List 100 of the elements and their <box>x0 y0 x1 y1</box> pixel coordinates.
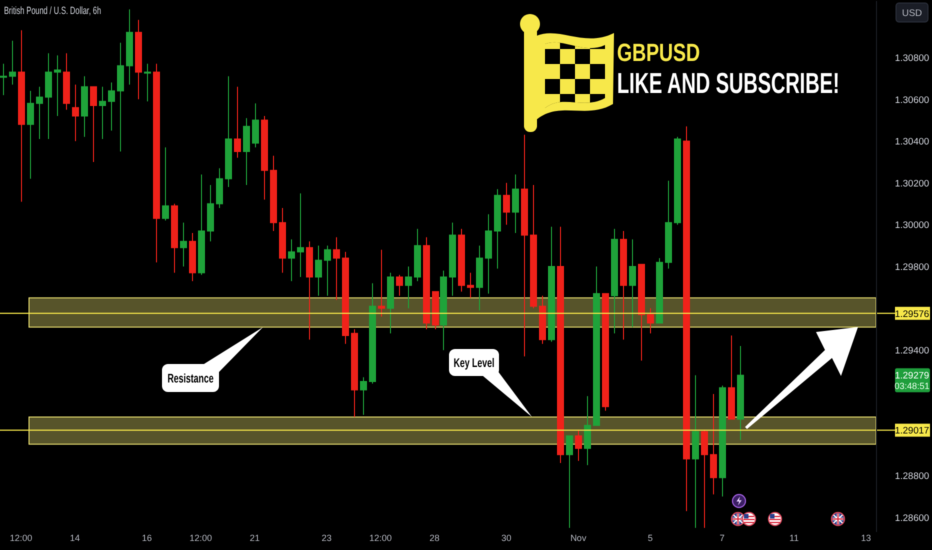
candlestick <box>548 226 555 342</box>
candlestick <box>270 155 277 232</box>
candlestick <box>288 238 295 282</box>
candlestick <box>81 76 88 138</box>
candlestick <box>306 240 313 340</box>
candlestick <box>458 228 465 292</box>
candlestick <box>297 192 304 278</box>
y-tick-label: 1.30400 <box>894 136 930 148</box>
candlestick <box>360 376 367 416</box>
candlestick <box>63 52 70 110</box>
ref-line-label: 1.29017 <box>894 426 930 437</box>
candlestick <box>476 245 483 311</box>
candlestick <box>719 385 726 497</box>
y-tick-label: 1.30600 <box>894 94 930 106</box>
candlestick <box>737 345 744 441</box>
candlestick <box>503 182 510 226</box>
candlestick <box>180 222 187 267</box>
ref-line-label: 1.29576 <box>894 308 930 320</box>
candlestick <box>728 334 735 420</box>
candlestick <box>108 82 115 132</box>
x-tick-label: 12:00 <box>190 533 212 543</box>
annotation: Resistance <box>167 372 214 386</box>
candlestick <box>243 118 250 186</box>
candlestick <box>333 236 340 300</box>
candlestick <box>126 8 133 86</box>
x-tick-label: 28 <box>429 533 440 543</box>
candlestick <box>342 251 349 344</box>
candlestick <box>45 52 52 140</box>
candlestick <box>396 274 403 296</box>
candlestick <box>279 207 286 274</box>
candlestick <box>135 19 142 100</box>
candlestick <box>656 258 663 324</box>
y-axis-title: USD <box>902 8 922 19</box>
candlestick <box>153 63 160 263</box>
candlestick <box>710 394 717 495</box>
candlestick <box>414 228 421 282</box>
candlestick <box>620 230 627 340</box>
candlestick <box>369 282 376 384</box>
candlestick <box>593 266 600 426</box>
candlestick <box>440 270 447 351</box>
text: GBPUSD <box>617 38 700 67</box>
y-tick-label: 1.30000 <box>894 220 930 232</box>
candlestick <box>629 238 636 328</box>
y-tick-label: 1.28800 <box>894 471 930 482</box>
candlestick <box>566 435 573 528</box>
y-tick-label: 1.30800 <box>894 52 930 64</box>
y-tick-label: 1.30200 <box>894 178 930 190</box>
candlestick <box>27 90 34 180</box>
y-tick-label: 1.28600 <box>894 512 930 524</box>
candlestick <box>530 184 537 309</box>
candlestick <box>234 86 241 158</box>
candlestick <box>207 184 214 242</box>
candlestick <box>9 40 16 86</box>
x-tick-label: Nov <box>570 533 587 543</box>
x-tick-label: 16 <box>142 533 152 543</box>
candlestick <box>557 226 564 464</box>
candlestick <box>351 328 358 418</box>
x-tick-label: 12:00 <box>10 533 32 543</box>
candlestick <box>405 266 412 309</box>
y-tick-label: 1.29400 <box>894 346 930 357</box>
candlestick <box>701 429 708 528</box>
candlestick <box>423 236 430 330</box>
x-tick-label: 30 <box>501 533 512 543</box>
x-tick-label: 23 <box>322 533 332 543</box>
x-tick-label: 7 <box>720 533 725 543</box>
candlestick <box>467 272 474 298</box>
y-tick-label: 1.29800 <box>894 262 930 273</box>
candlestick <box>117 42 124 152</box>
candlestick <box>72 84 79 142</box>
candlestick <box>683 126 690 512</box>
candlestick <box>144 63 151 102</box>
x-tick-label: 13 <box>860 533 872 543</box>
annotation: LIKE AND SUBSCRIBE! <box>617 67 840 100</box>
candlestick <box>674 136 681 226</box>
candlestick <box>584 396 591 466</box>
candlestick <box>638 264 645 362</box>
candlestick <box>575 429 582 462</box>
x-tick-label: 14 <box>70 533 80 543</box>
candlestick <box>692 374 699 528</box>
candlestick <box>449 222 456 296</box>
x-tick-label: 5 <box>648 533 653 543</box>
candlestick <box>647 308 654 334</box>
x-tick-label: 12:00 <box>369 533 392 543</box>
candlestick <box>432 291 439 330</box>
candlestick <box>485 214 492 294</box>
candlestick <box>99 86 106 140</box>
candlestick <box>261 115 268 200</box>
x-tick-label: 11 <box>789 533 799 543</box>
candlestick <box>216 168 223 208</box>
candlestick <box>494 188 501 270</box>
x-tick-label: 21 <box>250 533 260 543</box>
candlestick <box>611 228 618 334</box>
candlestick <box>252 102 259 148</box>
chart-title: British Pound / U.S. Dollar, 6h <box>4 4 102 16</box>
candlestick <box>539 295 546 344</box>
candlestick <box>225 76 232 188</box>
annotation: Key Level <box>454 356 494 370</box>
candlestick <box>18 30 25 202</box>
candlestick <box>378 249 385 318</box>
candlestick <box>602 293 609 412</box>
